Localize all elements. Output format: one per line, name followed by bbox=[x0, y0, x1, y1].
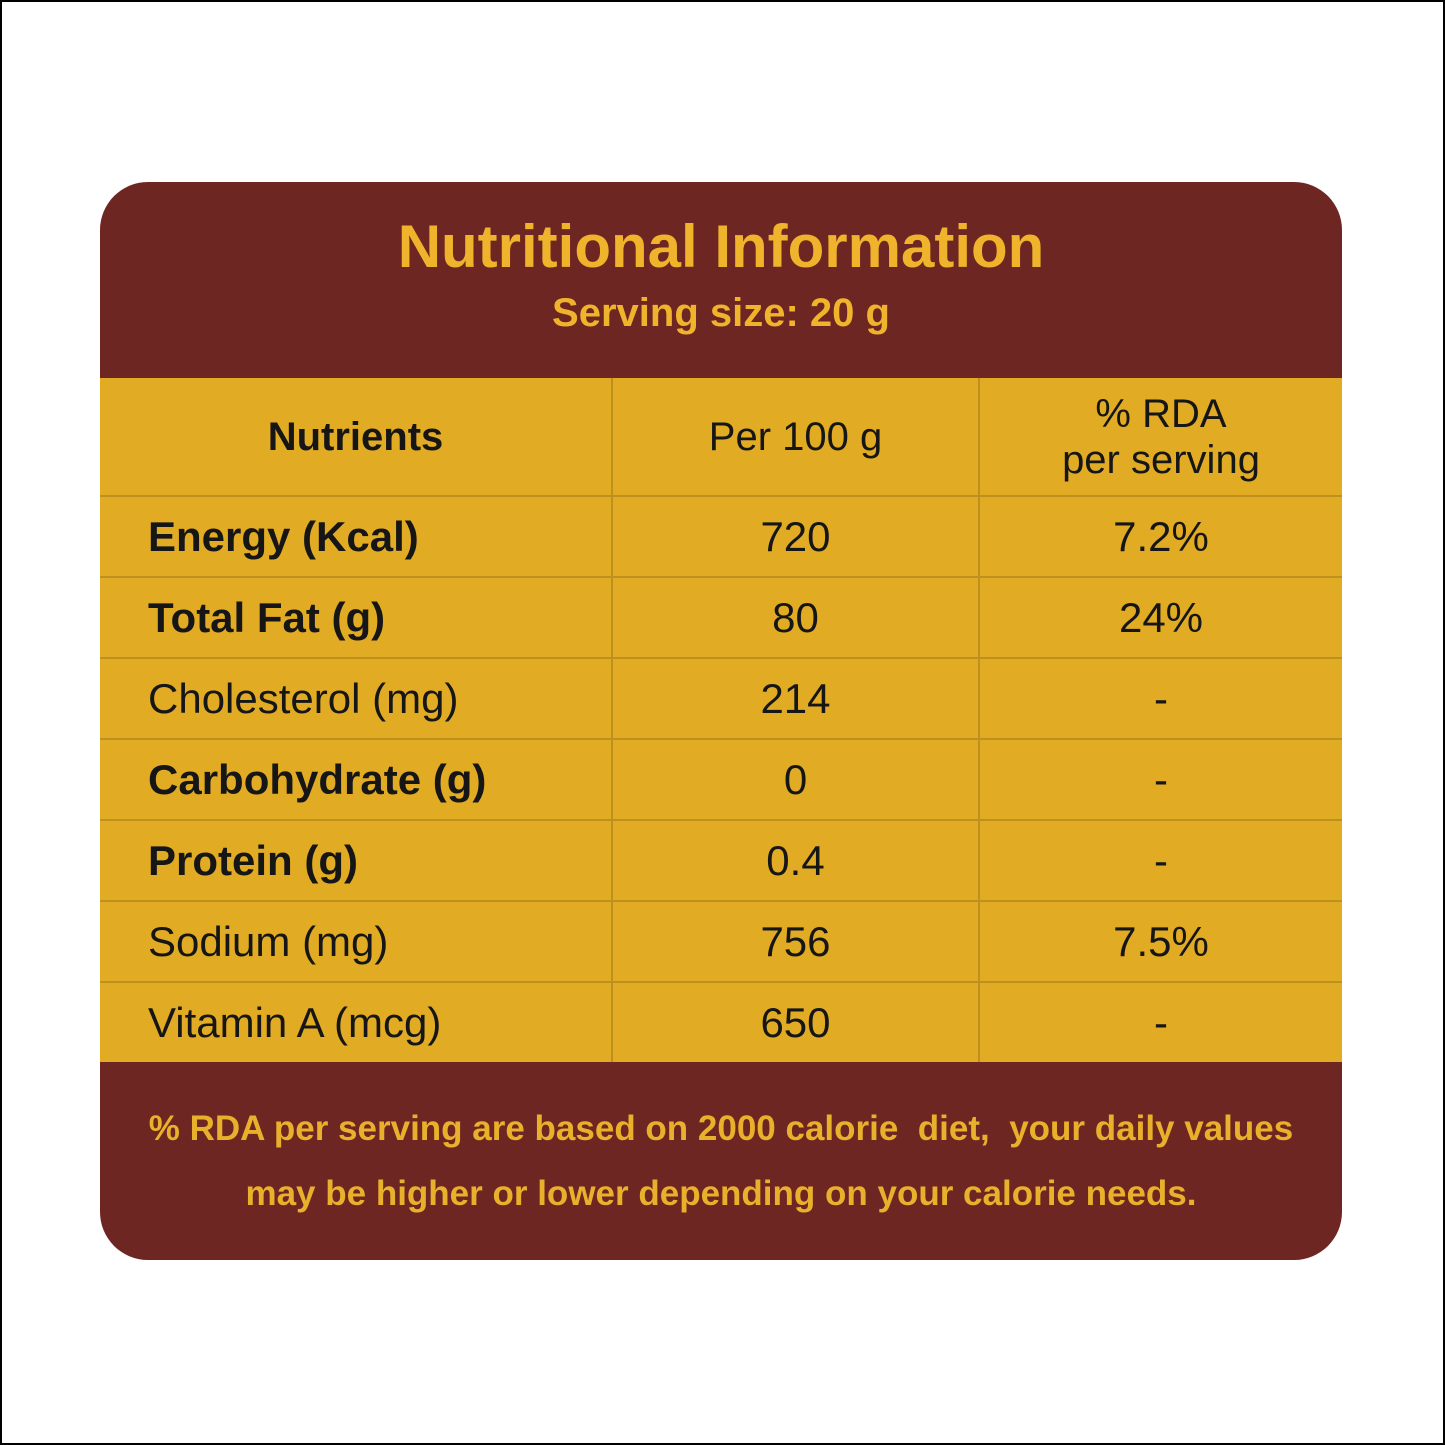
table-row: Total Fat (g) 80 24% bbox=[100, 578, 1342, 659]
nutrition-table: Nutrients Per 100 g % RDA per serving En… bbox=[100, 378, 1342, 1062]
nutrient-cell: Sodium (mg) bbox=[100, 902, 613, 981]
table-row: Protein (g) 0.4 - bbox=[100, 821, 1342, 902]
nutrient-cell: Protein (g) bbox=[100, 821, 613, 900]
nutrient-cell: Total Fat (g) bbox=[100, 578, 613, 657]
rda-cell: 24% bbox=[1118, 593, 1204, 641]
rda-cell: - bbox=[1154, 755, 1168, 803]
per100-cell: 756 bbox=[613, 902, 980, 981]
per100-cell: 214 bbox=[613, 659, 980, 738]
rda-cell: - bbox=[1154, 674, 1168, 722]
rda-cell: - bbox=[1154, 836, 1168, 884]
serving-size-text: Serving size: 20 g bbox=[552, 291, 890, 335]
column-header-rda-line2: per serving bbox=[1062, 437, 1260, 482]
rda-cell: - bbox=[1154, 998, 1168, 1046]
column-header-nutrients: Nutrients bbox=[100, 378, 613, 495]
column-header-rda: % RDA per serving bbox=[980, 378, 1342, 495]
nutrient-cell: Energy (Kcal) bbox=[100, 497, 613, 576]
table-header-row: Nutrients Per 100 g % RDA per serving bbox=[100, 378, 1342, 497]
nutrition-label-card: Nutritional Information Serving size: 20… bbox=[100, 182, 1342, 1260]
rda-cell: 7.5% bbox=[1113, 917, 1209, 965]
per100-cell: 650 bbox=[613, 983, 980, 1062]
rda-cell: 7.2% bbox=[1113, 512, 1209, 560]
nutrient-cell: Cholesterol (mg) bbox=[100, 659, 613, 738]
page-title: Nutritional Information bbox=[397, 213, 1045, 280]
table-row: Carbohydrate (g) 0 - bbox=[100, 740, 1342, 821]
column-header-per-100g: Per 100 g bbox=[613, 378, 980, 495]
table-row: Sodium (mg) 756 7.5% bbox=[100, 902, 1342, 983]
per100-cell: 720 bbox=[613, 497, 980, 576]
rda-disclaimer-line2: may be higher or lower depending on your… bbox=[245, 1174, 1197, 1213]
table-row: Vitamin A (mcg) 650 - bbox=[100, 983, 1342, 1062]
table-row: Cholesterol (mg) 214 - bbox=[100, 659, 1342, 740]
column-header-rda-line1: % RDA bbox=[1095, 391, 1227, 436]
per100-cell: 80 bbox=[613, 578, 980, 657]
label-footer: % RDA per serving are based on 2000 calo… bbox=[100, 1062, 1342, 1260]
table-row: Energy (Kcal) 720 7.2% bbox=[100, 497, 1342, 578]
nutrient-cell: Vitamin A (mcg) bbox=[100, 983, 613, 1062]
rda-disclaimer-line1: % RDA per serving are based on 2000 calo… bbox=[148, 1109, 1294, 1148]
per100-cell: 0.4 bbox=[613, 821, 980, 900]
per100-cell: 0 bbox=[613, 740, 980, 819]
nutrient-cell: Carbohydrate (g) bbox=[100, 740, 613, 819]
label-header: Nutritional Information Serving size: 20… bbox=[100, 182, 1342, 378]
